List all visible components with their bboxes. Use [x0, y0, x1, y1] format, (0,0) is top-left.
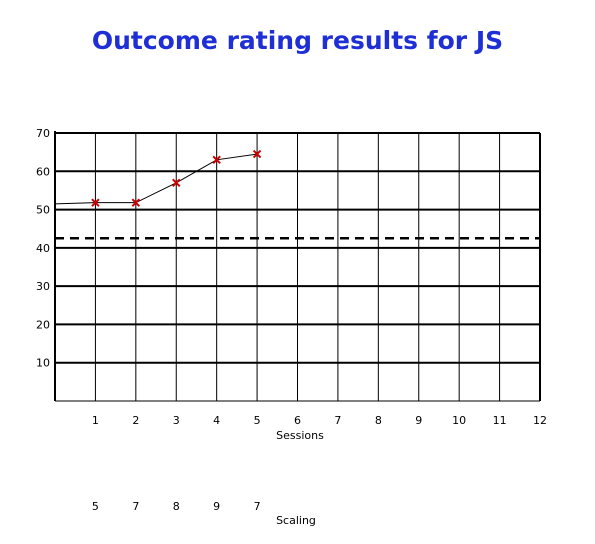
y-tick-label: 60	[36, 165, 50, 178]
y-tick-label: 10	[36, 357, 50, 370]
scaling-value: 5	[92, 500, 99, 513]
scaling-value: 8	[173, 500, 180, 513]
y-tick-label: 50	[36, 204, 50, 217]
x-tick-label: 4	[213, 414, 220, 427]
y-tick-label: 20	[36, 318, 50, 331]
x-tick-label: 3	[173, 414, 180, 427]
marker-stroke	[131, 198, 141, 207]
y-tick-label: 70	[36, 127, 50, 140]
x-tick-label: 1	[92, 414, 99, 427]
x-tick-label: 9	[415, 414, 422, 427]
series-line	[54, 153, 258, 205]
marker-stroke	[172, 178, 181, 187]
x-axis-label: Sessions	[276, 429, 324, 442]
scaling-value: 9	[213, 500, 220, 513]
x-tick-label: 11	[493, 414, 507, 427]
y-tick-label: 30	[36, 280, 50, 293]
data-point-x-marker	[252, 149, 262, 159]
scaling-label: Scaling	[276, 514, 316, 527]
x-tick-label: 6	[294, 414, 301, 427]
series	[54, 149, 262, 207]
marker-stroke	[252, 149, 262, 159]
x-tick-label: 5	[254, 414, 261, 427]
scaling-values: 5 7 8 9 7	[92, 500, 261, 513]
data-point-x-marker	[212, 155, 221, 165]
data-point-x-marker	[172, 178, 181, 187]
x-tick-label: 10	[452, 414, 466, 427]
scaling-value: 7	[254, 500, 261, 513]
scaling-value: 7	[132, 500, 139, 513]
chart-title: Outcome rating results for JS	[91, 26, 504, 55]
data-point-x-marker	[91, 198, 100, 207]
x-tick-label: 12	[533, 414, 547, 427]
marker-stroke	[212, 155, 221, 165]
x-tick-label: 8	[375, 414, 382, 427]
x-tick-label: 2	[132, 414, 139, 427]
marker-stroke	[91, 198, 100, 207]
y-tick-label: 40	[36, 242, 50, 255]
grid	[54, 131, 541, 402]
data-point-x-marker	[131, 198, 141, 207]
x-tick-label: 7	[334, 414, 341, 427]
